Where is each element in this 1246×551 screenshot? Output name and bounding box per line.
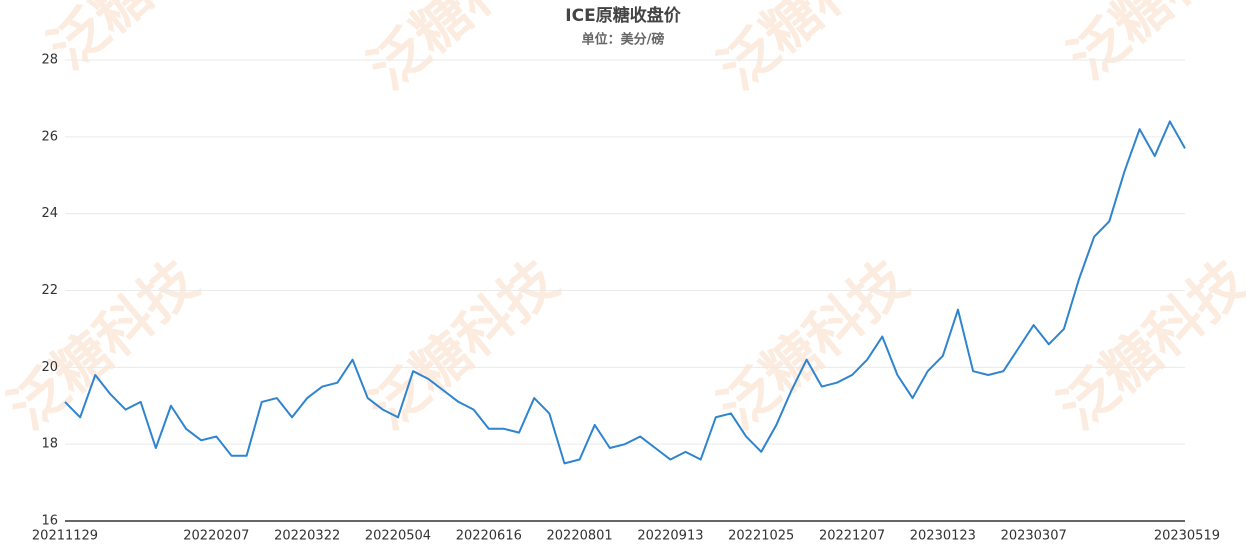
watermarks: 泛糖科技 泛糖科技 泛糖科技 泛糖科技 泛糖科技 泛糖科技 泛糖科技 泛糖科技 [0,0,1246,442]
x-tick-label: 20220801 [547,529,613,544]
watermark: 泛糖科技 [37,0,250,82]
x-tick-label: 20211129 [32,529,98,544]
x-tick-label: 20230123 [910,529,976,544]
watermark: 泛糖科技 [707,249,920,443]
x-tick-label: 20220322 [274,529,340,544]
watermark: 泛糖科技 [1047,249,1246,443]
x-tick-label: 20220616 [456,529,522,544]
x-tick-label: 20221207 [819,529,885,544]
x-tick-label: 20220913 [637,529,703,544]
watermark: 泛糖科技 [707,0,920,102]
y-tick-label: 18 [41,437,58,452]
x-tick-label: 20230307 [1001,529,1067,544]
watermark: 泛糖科技 [1057,0,1246,92]
x-tick-label: 20221025 [728,529,794,544]
x-tick-label: 20230519 [1154,529,1220,544]
watermark: 泛糖科技 [0,249,210,443]
x-tick-label: 20220207 [183,529,249,544]
y-tick-label: 24 [41,206,58,221]
x-tick-label: 20220504 [365,529,431,544]
chart-title: ICE原糖收盘价 [565,5,681,26]
y-tick-label: 28 [41,53,58,68]
chart-subtitle: 单位：美分/磅 [582,32,665,48]
watermark: 泛糖科技 [357,0,570,102]
line [64,120,1186,465]
y-tick-label: 16 [41,514,58,529]
y-tick-label: 22 [41,283,58,298]
y-tick-label: 26 [41,129,58,144]
y-tick-label: 20 [41,360,58,375]
